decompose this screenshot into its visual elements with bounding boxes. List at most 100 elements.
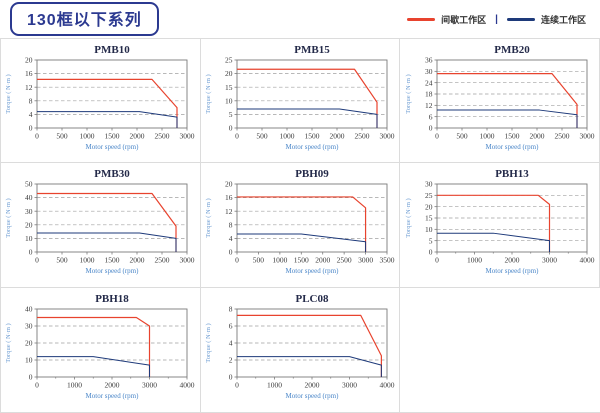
x-tick-label: 2000	[105, 380, 120, 389]
legend-separator: |	[495, 13, 498, 25]
series-line-intermittent	[436, 194, 550, 252]
y-tick-label: 20	[225, 69, 233, 78]
x-tick-label: 2500	[155, 255, 170, 264]
y-tick-label: 40	[25, 193, 33, 202]
plot-border	[236, 183, 388, 253]
y-tick-label: 20	[25, 220, 33, 229]
chart-title: PMB30	[95, 168, 131, 180]
x-tick-label: 3000	[542, 255, 557, 264]
x-tick-label: 3500	[379, 255, 394, 264]
x-axis-label: Motor speed (rpm)	[86, 267, 140, 275]
x-tick-label: 500	[256, 131, 268, 140]
x-axis-label: Motor speed (rpm)	[286, 267, 340, 275]
y-tick-label: 5	[428, 236, 432, 245]
empty-cell	[400, 287, 600, 412]
y-tick-label: 8	[229, 304, 233, 313]
series-line-intermittent	[236, 68, 378, 128]
y-tick-label: 20	[25, 338, 33, 347]
x-tick-label: 0	[235, 380, 239, 389]
x-tick-label: 0	[235, 255, 239, 264]
chart-cell-pmb20: PMB20 0 6 12 18 24 30 36 0 500 1000 1500 2000 2500 300…	[400, 39, 600, 164]
x-tick-label: 500	[456, 131, 468, 140]
y-tick-label: 8	[29, 96, 33, 105]
x-tick-label: 500	[57, 131, 69, 140]
y-tick-label: 2	[229, 355, 233, 364]
x-tick-label: 3000	[142, 380, 157, 389]
series-line-continuous	[236, 355, 382, 377]
y-tick-label: 0	[29, 248, 33, 257]
y-tick-label: 12	[25, 82, 33, 91]
legend: 间歇工作区 | 连续工作区	[407, 13, 586, 26]
series-line-continuous	[236, 233, 367, 252]
x-tick-label: 0	[35, 380, 39, 389]
y-tick-label: 30	[25, 321, 33, 330]
x-tick-label: 1500	[105, 131, 120, 140]
x-tick-label: 1500	[105, 255, 120, 264]
legend-item-continuous: 连续工作区	[506, 13, 586, 26]
x-axis-label: Motor speed (rpm)	[485, 143, 539, 151]
x-tick-label: 2000	[329, 131, 344, 140]
y-tick-label: 10	[25, 355, 33, 364]
y-axis-label: Torque ( N·m )	[5, 198, 12, 237]
x-tick-label: 1000	[267, 380, 282, 389]
chart-cell-plc08: PLC08 0 2 4 6 8 0 1000 2000 3000 4000 Motor speed (…	[200, 287, 401, 412]
y-tick-label: 12	[225, 207, 233, 216]
x-axis-label: Motor speed (rpm)	[485, 267, 539, 275]
series-line-intermittent	[436, 72, 578, 128]
x-tick-label: 0	[435, 255, 439, 264]
chart-cell-pbh18: PBH18 0 10 20 30 40 0 1000 2000 3000 4000 Motor spe…	[1, 287, 201, 412]
x-tick-label: 3000	[379, 131, 394, 140]
x-tick-label: 3000	[180, 131, 195, 140]
x-tick-label: 1000	[80, 131, 95, 140]
chart-pmb10: PMB10 0 4 8 12 16 20 0 500 1000 1500 2000 2500 3000 Mo…	[5, 44, 195, 151]
chart-pbh18: PBH18 0 10 20 30 40 0 1000 2000 3000 4000 Motor spe…	[5, 293, 195, 400]
x-tick-label: 1000	[467, 255, 482, 264]
continuous-line-swatch-icon	[506, 17, 535, 21]
y-tick-label: 25	[225, 55, 233, 64]
chart-title: PBH18	[96, 293, 130, 305]
y-axis-label: Torque ( N·m )	[405, 74, 412, 113]
x-tick-label: 3000	[579, 131, 594, 140]
y-tick-label: 15	[425, 214, 433, 223]
chart-title: PMB10	[95, 44, 131, 56]
y-tick-label: 8	[229, 220, 233, 229]
chart-cell-pmb10: PMB10 0 4 8 12 16 20 0 500 1000 1500 2000 2500 3000 Mo…	[1, 39, 201, 164]
y-axis-label: Torque ( N·m )	[205, 198, 212, 237]
y-axis-label: Torque ( N·m )	[205, 74, 212, 113]
x-tick-label: 4000	[579, 255, 594, 264]
y-tick-label: 4	[29, 110, 33, 119]
x-tick-label: 0	[35, 255, 39, 264]
chart-cell-pmb15: PMB15 0 5 10 15 20 25 0 500 1000 1500 2000 2500 3000 M…	[200, 39, 401, 164]
y-tick-label: 24	[425, 78, 433, 87]
chart-plc08: PLC08 0 2 4 6 8 0 1000 2000 3000 4000 Motor speed (…	[205, 293, 395, 400]
series-line-intermittent	[37, 192, 177, 252]
y-tick-label: 0	[229, 248, 233, 257]
x-tick-label: 2000	[130, 255, 145, 264]
y-tick-label: 50	[25, 180, 33, 189]
chart-cell-pbh09: PBH09 0 4 8 12 16 20 0 500 1000 1500 2000 2500 3000 35…	[200, 163, 401, 288]
y-axis-label: Torque ( N·m )	[205, 323, 212, 362]
y-tick-label: 6	[428, 112, 432, 121]
y-tick-label: 20	[425, 202, 433, 211]
y-tick-label: 10	[425, 225, 433, 234]
x-tick-label: 1000	[479, 131, 494, 140]
y-axis-label: Torque ( N·m )	[5, 74, 12, 113]
y-tick-label: 20	[25, 55, 33, 64]
y-tick-label: 16	[25, 69, 33, 78]
series-line-intermittent	[37, 78, 178, 128]
x-tick-label: 0	[435, 131, 439, 140]
x-axis-label: Motor speed (rpm)	[286, 392, 340, 400]
x-tick-label: 1500	[294, 255, 309, 264]
y-tick-label: 30	[25, 207, 33, 216]
x-tick-label: 3000	[180, 255, 195, 264]
series-line-intermittent	[37, 316, 151, 377]
series-line-intermittent	[236, 196, 367, 252]
y-tick-label: 0	[428, 123, 432, 132]
x-tick-label: 2000	[529, 131, 544, 140]
plot-border	[36, 183, 188, 253]
y-tick-label: 20	[225, 180, 233, 189]
y-tick-label: 40	[25, 304, 33, 313]
chart-cell-pmb30: PMB30 0 10 20 30 40 50 0 500 1000 1500 2000 2500 3000…	[1, 163, 201, 288]
y-tick-label: 16	[225, 193, 233, 202]
